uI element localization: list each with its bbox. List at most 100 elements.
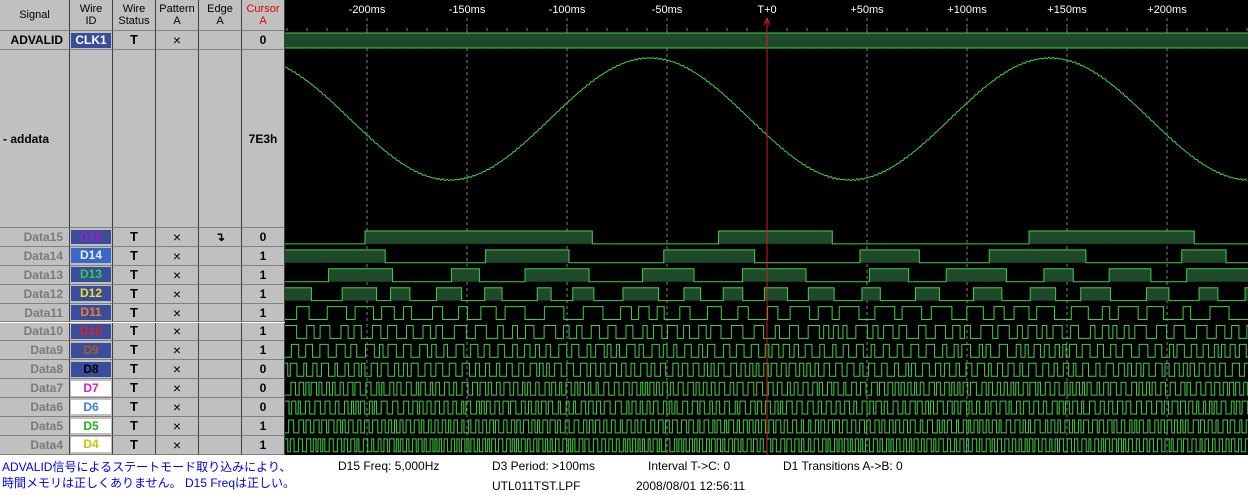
signal-name[interactable]: Data14 (0, 246, 70, 266)
edge (199, 322, 242, 342)
edge (199, 379, 242, 399)
wire-id-label: D11 (71, 305, 111, 320)
pattern: × (156, 31, 199, 50)
wire-id: D8 (70, 360, 113, 380)
wire-status: T (113, 303, 156, 323)
cursor-label: A (764, 17, 771, 28)
column-header: Wire ID (70, 0, 113, 31)
wire-id: D7 (70, 379, 113, 399)
column-header: Signal (0, 0, 70, 31)
pattern: × (156, 303, 199, 323)
wire-id: D11 (70, 303, 113, 323)
cursor-value: 0 (242, 398, 285, 417)
edge (199, 31, 242, 50)
digital-trace (285, 400, 1248, 415)
signal-name[interactable]: Data8 (0, 360, 70, 380)
signal-name[interactable]: Data15 (0, 228, 70, 247)
waveform-view: -200ms -150ms -100ms -50ms T+0 +50ms +100ms +15… (285, 0, 1248, 455)
wire-id: CLK1 (70, 31, 113, 50)
wire-status: T (113, 284, 156, 304)
pattern: × (156, 379, 199, 399)
time-tick-label: +200ms (1147, 4, 1187, 16)
cursor-value: 1 (242, 284, 285, 304)
wire-id: D5 (70, 417, 113, 436)
digital-trace (285, 325, 1248, 339)
wire-id-label: D15 (71, 229, 111, 245)
digital-trace (285, 419, 1248, 434)
wire-id-label: D5 (71, 418, 111, 434)
wire-status: T (113, 379, 156, 399)
time-tick-label: T+0 (757, 4, 776, 16)
cursor-value: 7E3h (242, 50, 285, 228)
signal-name[interactable]: Data7 (0, 379, 70, 399)
signal-name[interactable]: Data13 (0, 265, 70, 285)
cursor-value: 0 (242, 31, 285, 50)
pattern: × (156, 246, 199, 266)
header-text: Cursor (246, 3, 280, 15)
wire-id-label: D9 (71, 342, 111, 358)
cursor-value: 1 (242, 265, 285, 285)
column-header: Cursor A (242, 0, 285, 31)
wire-id-label: D6 (71, 399, 111, 415)
wire-status: T (113, 435, 156, 455)
edge (199, 398, 242, 417)
wire-status: T (113, 31, 156, 50)
note-line: 時間メモリは正しくありません。 D15 Freqは正しい。 (2, 476, 295, 490)
timestamp: 2008/08/01 12:56:11 (636, 479, 746, 493)
high-fill (365, 231, 1195, 244)
pattern: × (156, 284, 199, 304)
signal-name[interactable]: Data5 (0, 417, 70, 436)
time-tick-label: -50ms (652, 4, 683, 16)
digital-trace (285, 438, 1248, 453)
header-text: Signal (19, 9, 50, 21)
digital-trace (285, 268, 1248, 283)
analog-trace (285, 56, 1248, 182)
signal-name[interactable]: Data9 (0, 341, 70, 361)
digital-trace (285, 249, 1248, 264)
wire-id-label: D4 (71, 437, 111, 453)
wire-status (113, 50, 156, 228)
interval: Interval T->C: 0 (648, 459, 731, 473)
cursor-value: 0 (242, 228, 285, 247)
signal-name[interactable]: Data11 (0, 303, 70, 323)
wire-id-label: D10 (71, 324, 111, 339)
pattern: × (156, 228, 199, 247)
signal-name[interactable]: Data10 (0, 322, 70, 342)
column-header: Pattern A (156, 0, 199, 31)
time-tick-label: +150ms (1047, 4, 1087, 16)
wire-id-label: D12 (71, 286, 111, 302)
signal-name[interactable]: Data4 (0, 435, 70, 455)
header-text: Wire (122, 3, 146, 15)
wire-id-label: D14 (71, 248, 111, 264)
cursor-value: 1 (242, 417, 285, 436)
header-text: A (216, 15, 224, 27)
time-tick-label: +50ms (850, 4, 884, 16)
wire-id: D14 (70, 246, 113, 266)
header-text: Pattern (159, 3, 195, 15)
digital-trace (285, 230, 1248, 245)
edge (199, 265, 242, 285)
pattern: × (156, 435, 199, 455)
transitions: D1 Transitions A->B: 0 (783, 459, 903, 473)
signal-name[interactable]: - addata (0, 50, 70, 228)
signal-name[interactable]: Data6 (0, 398, 70, 417)
header-text: Wire (79, 3, 103, 15)
signal-name[interactable]: ADVALID (0, 31, 70, 50)
time-tick-label: -150ms (449, 4, 486, 16)
wire-status: T (113, 417, 156, 436)
cursor-value: 1 (242, 246, 285, 266)
wire-status: T (113, 265, 156, 285)
signal-name[interactable]: Data12 (0, 284, 70, 304)
digital-trace (285, 362, 1248, 377)
time-tick-label: -200ms (349, 4, 386, 16)
wire-status: T (113, 360, 156, 380)
digital-trace (285, 381, 1248, 396)
edge (199, 360, 242, 380)
note-line: ADVALID信号によるステートモード取り込みにより、 (2, 460, 292, 474)
header-text: A (173, 15, 181, 27)
wire-id: D6 (70, 398, 113, 417)
edge: ↴ (199, 228, 242, 247)
column-header: Wire Status (113, 0, 156, 31)
digital-trace (285, 306, 1248, 320)
pattern: × (156, 341, 199, 361)
